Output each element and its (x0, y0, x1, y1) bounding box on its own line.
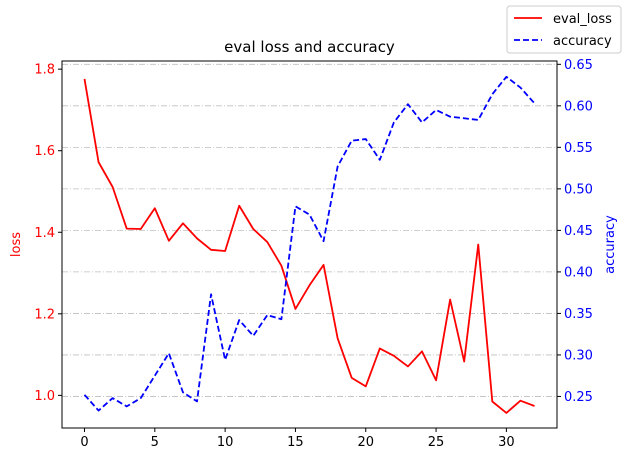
x-tick-label-2: 10 (217, 435, 234, 450)
y-axis-right: 0.25 0.30 0.35 0.40 0.45 0.50 0.55 0.60 0.65 (557, 58, 593, 405)
y-left-tick-label-4: 1.8 (34, 63, 55, 78)
x-axis: 0 5 10 15 20 25 30 (80, 428, 515, 450)
plot-frame (61, 60, 558, 429)
y-left-tick-label-0: 1.0 (34, 389, 55, 404)
series-line-eval-loss (83, 78, 535, 414)
y-right-tick-label-5: 0.50 (564, 182, 593, 197)
y-left-tick-label-1: 1.2 (34, 307, 55, 322)
legend-label-eval-loss: eval_loss (553, 12, 612, 27)
y-right-tick-label-8: 0.65 (564, 58, 593, 73)
x-tick-label-1: 5 (151, 435, 159, 450)
x-tick-label-0: 0 (80, 435, 88, 450)
y-right-tick-label-3: 0.40 (564, 265, 593, 280)
y-right-tick-label-7: 0.60 (564, 99, 593, 114)
y-axis-label-left: loss (9, 232, 24, 257)
x-tick-label-4: 20 (357, 435, 374, 450)
y-right-tick-label-4: 0.45 (564, 224, 593, 239)
series-line-accuracy (83, 75, 536, 412)
x-tick-label-6: 30 (498, 435, 515, 450)
legend-label-accuracy: accuracy (553, 34, 612, 49)
grid-lines (62, 63, 557, 397)
x-tick-label-3: 15 (287, 435, 304, 450)
y-left-tick-label-2: 1.4 (34, 226, 55, 241)
chart-title: eval loss and accuracy (224, 38, 395, 56)
y-axis-left: 1.0 1.2 1.4 1.6 1.8 (34, 63, 62, 404)
y-right-tick-label-0: 0.25 (564, 390, 593, 405)
y-right-tick-label-2: 0.35 (564, 307, 593, 322)
y-right-tick-label-1: 0.30 (564, 348, 593, 363)
y-axis-label-right: accuracy (603, 215, 618, 274)
series-lines (83, 75, 536, 414)
y-left-tick-label-3: 1.6 (34, 144, 55, 159)
y-right-tick-label-6: 0.55 (564, 141, 593, 156)
x-tick-label-5: 25 (428, 435, 445, 450)
legend: eval_loss accuracy (506, 5, 622, 54)
